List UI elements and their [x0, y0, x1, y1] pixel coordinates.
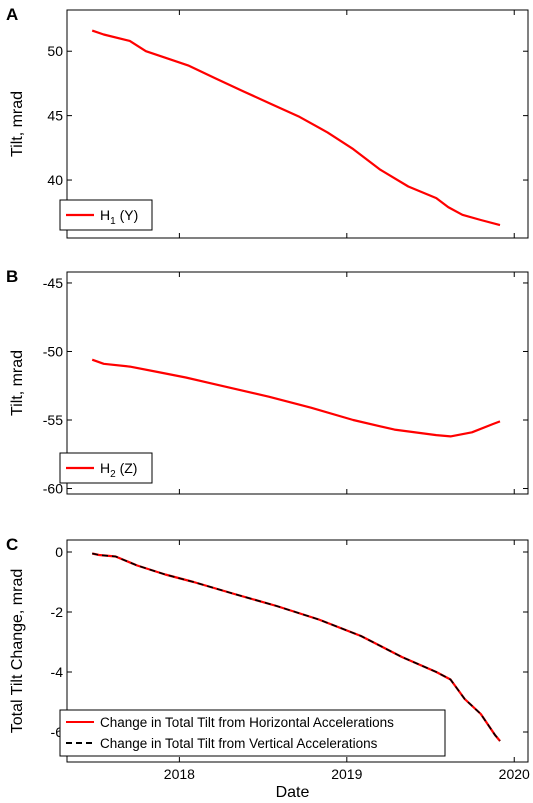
- legend-entry: H2 (Z): [100, 460, 137, 480]
- legend-suffix: (Z): [116, 460, 138, 476]
- y-tick-label: -45: [43, 275, 63, 291]
- y-tick-label: -4: [51, 664, 64, 680]
- y-axis-label: Total Tilt Change, mrad: [9, 569, 26, 734]
- y-tick-label: 50: [47, 43, 63, 59]
- legend: H2 (Z): [59, 452, 153, 484]
- panel-label: B: [6, 267, 18, 286]
- legend: H1 (Y): [59, 199, 153, 231]
- axes-frame: [66, 9, 529, 239]
- legend-entry: H1 (Y): [100, 207, 138, 227]
- axes-frame: [66, 539, 529, 763]
- y-axis-label: Tilt, mrad: [9, 350, 26, 416]
- y-tick-label: 40: [47, 172, 63, 188]
- panel-label: A: [6, 5, 18, 24]
- x-tick-label: 2019: [331, 766, 362, 782]
- y-tick-label: -60: [43, 481, 63, 497]
- legend: Change in Total Tilt from Horizontal Acc…: [59, 709, 446, 757]
- legend-sub: 1: [110, 216, 116, 227]
- legend-main: H: [100, 207, 110, 223]
- y-tick-label: 45: [47, 108, 63, 124]
- panel-a: A 40 45 50 Tilt, mrad H1 (Y): [6, 5, 529, 239]
- y-tick-label: -2: [51, 604, 64, 620]
- panel-b: B -60 -55 -50 -45 Tilt, mrad H2 (Z): [6, 267, 529, 497]
- x-tick-label: 2018: [164, 766, 195, 782]
- y-tick-label: -50: [43, 343, 63, 359]
- axes-frame: [66, 271, 529, 495]
- legend-entry: Change in Total Tilt from Vertical Accel…: [100, 736, 378, 751]
- y-tick-label: 0: [55, 544, 63, 560]
- series-line-1: [91, 29, 501, 227]
- series-line-2: [92, 552, 501, 742]
- x-axis-label: Date: [276, 784, 310, 801]
- legend-suffix: (Y): [116, 207, 139, 223]
- legend-box: [59, 709, 446, 757]
- legend-main: H: [100, 460, 110, 476]
- panel-label: C: [6, 535, 18, 554]
- legend-entry: Change in Total Tilt from Horizontal Acc…: [100, 715, 394, 730]
- y-tick-label: -55: [43, 412, 63, 428]
- y-axis-label: Tilt, mrad: [9, 91, 26, 157]
- legend-sub: 2: [110, 469, 116, 480]
- series-line-1: [91, 358, 501, 438]
- x-tick-label: 2020: [499, 766, 530, 782]
